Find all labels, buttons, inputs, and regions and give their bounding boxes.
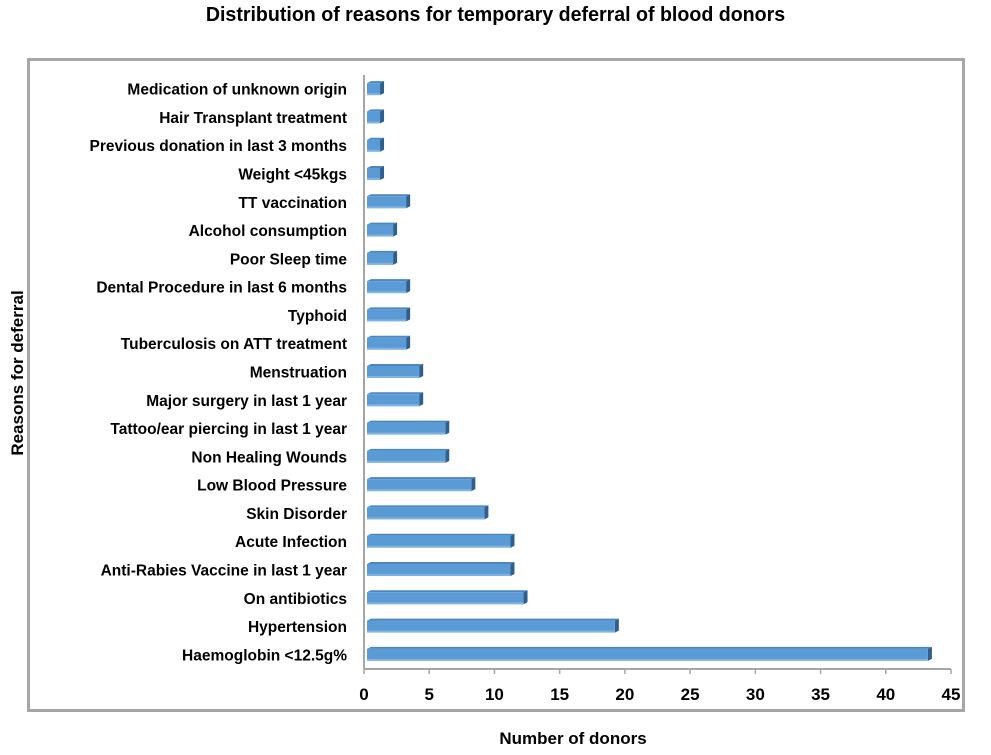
category-label: Tattoo/ear piercing in last 1 year: [110, 421, 347, 438]
bar: [367, 137, 385, 152]
bar: [367, 618, 619, 633]
bar: [367, 81, 385, 96]
bar: [367, 109, 385, 124]
category-label: Hair Transplant treatment: [159, 110, 347, 127]
bars-group: [367, 81, 932, 661]
bar: [367, 364, 424, 378]
category-label: Acute Infection: [235, 534, 347, 551]
bar: [367, 222, 398, 237]
category-label: Weight <45kgs: [238, 167, 347, 184]
category-label: Medication of unknown origin: [127, 82, 347, 99]
category-labels: Medication of unknown origin Hair Transpl…: [89, 82, 347, 665]
bar: [367, 448, 450, 463]
x-axis-label: Number of donors: [499, 729, 647, 748]
bar: [367, 562, 515, 576]
category-label: Typhoid: [288, 308, 347, 325]
bar: [367, 420, 450, 435]
axes-group: 0 5 10 15 20 25 30 35 40 45: [359, 75, 960, 704]
category-label: Menstruation: [250, 365, 347, 382]
category-label: TT vaccination: [238, 195, 347, 212]
bar: [367, 477, 476, 492]
x-tick-label: 5: [424, 685, 433, 704]
x-tick-label: 35: [811, 685, 830, 704]
category-label: Dental Procedure in last 6 months: [96, 280, 347, 297]
bar: [367, 335, 411, 350]
category-label: On antibiotics: [244, 591, 347, 608]
category-label: Non Healing Wounds: [191, 449, 347, 466]
x-tick-label: 45: [942, 685, 961, 704]
bar: [367, 194, 411, 209]
bar: [367, 505, 489, 520]
chart-title: Distribution of reasons for temporary de…: [205, 4, 786, 26]
bar: [367, 250, 398, 265]
bar: [367, 307, 411, 322]
bar: [367, 279, 411, 294]
category-label: Tuberculosis on ATT treatment: [121, 336, 347, 353]
x-tick-label: 30: [746, 685, 765, 704]
category-label: Hypertension: [248, 619, 347, 636]
category-label: Low Blood Pressure: [197, 478, 347, 495]
x-tick-label: 0: [359, 685, 368, 704]
x-tick-label: 15: [550, 685, 569, 704]
x-tick-label: 20: [615, 685, 634, 704]
category-label: Skin Disorder: [246, 506, 347, 523]
category-label: Alcohol consumption: [189, 223, 347, 240]
x-tick-label: 40: [876, 685, 895, 704]
category-label: Poor Sleep time: [230, 251, 348, 268]
bar: [367, 646, 932, 661]
category-label: Major surgery in last 1 year: [146, 393, 347, 410]
category-label: Haemoglobin <12.5g%: [182, 647, 347, 664]
bar: [367, 533, 515, 548]
bar: [367, 590, 528, 605]
category-label: Anti-Rabies Vaccine in last 1 year: [101, 563, 347, 580]
x-tick-label: 25: [681, 685, 700, 704]
category-label: Previous donation in last 3 months: [89, 138, 347, 155]
bar: [367, 166, 385, 180]
bar: [367, 392, 424, 407]
x-tick-label: 10: [485, 685, 504, 704]
